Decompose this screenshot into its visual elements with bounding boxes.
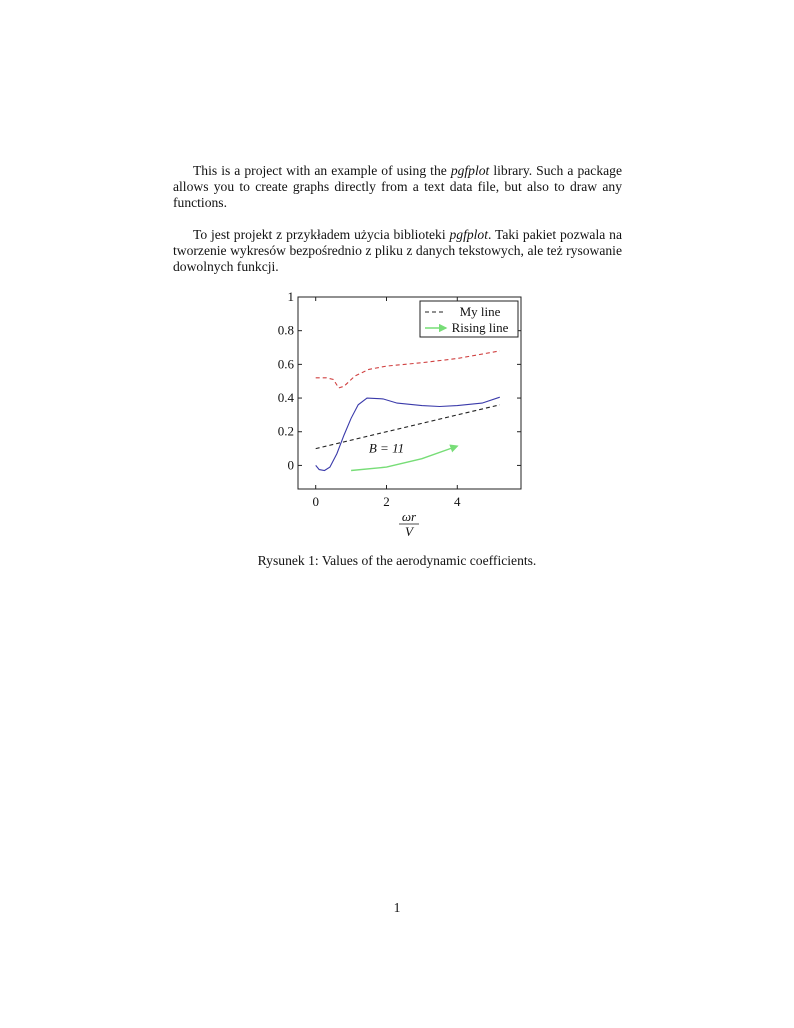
text: library. Such a package allows you to cr… <box>173 163 622 210</box>
x-tick-label: 2 <box>383 494 390 509</box>
y-tick-label: 0.6 <box>278 356 295 371</box>
series-line-3 <box>315 404 500 450</box>
x-axis-label: ωr V <box>399 509 419 539</box>
legend: My line Rising line <box>419 300 519 338</box>
emphasis: pgfplot <box>450 163 490 178</box>
paragraph-polish: To jest projekt z przykładem użycia bibl… <box>173 227 622 275</box>
legend-label-rising-line: Rising line <box>452 320 509 335</box>
series-line-1 <box>315 350 500 389</box>
emphasis: pgfplot <box>449 227 489 242</box>
figure-caption: Rysunek 1: Values of the aerodynamic coe… <box>257 553 537 568</box>
y-tick-label: 0.2 <box>278 424 294 439</box>
text: To jest projekt z przykładem użycia bibl… <box>193 227 450 242</box>
series-line-4 <box>351 444 459 472</box>
y-tick-label: 0.4 <box>278 390 295 405</box>
page-number: 1 <box>393 900 401 915</box>
annotation: B = 11 <box>369 441 404 456</box>
legend-label-my-line: My line <box>460 304 501 319</box>
y-tick-label: 0 <box>288 457 295 472</box>
line-chart: 0 2 4 0 0.2 0.4 0.6 0.8 1 B = 11 My line Rising … <box>278 289 522 539</box>
series-line-2 <box>315 396 500 472</box>
x-tick-label: 4 <box>454 494 461 509</box>
xlabel-numerator: ωr <box>402 509 417 524</box>
xlabel-denominator: V <box>405 524 415 539</box>
y-tick-label: 0.8 <box>278 323 294 338</box>
x-tick-label: 0 <box>312 494 319 509</box>
plot-frame <box>297 296 522 490</box>
text: . Taki pakiet pozwala na tworzenie wykre… <box>173 227 622 274</box>
text: This is a project with an example of usi… <box>193 163 451 178</box>
y-tick-label: 1 <box>288 289 295 304</box>
paragraph-english: This is a project with an example of usi… <box>173 163 622 211</box>
